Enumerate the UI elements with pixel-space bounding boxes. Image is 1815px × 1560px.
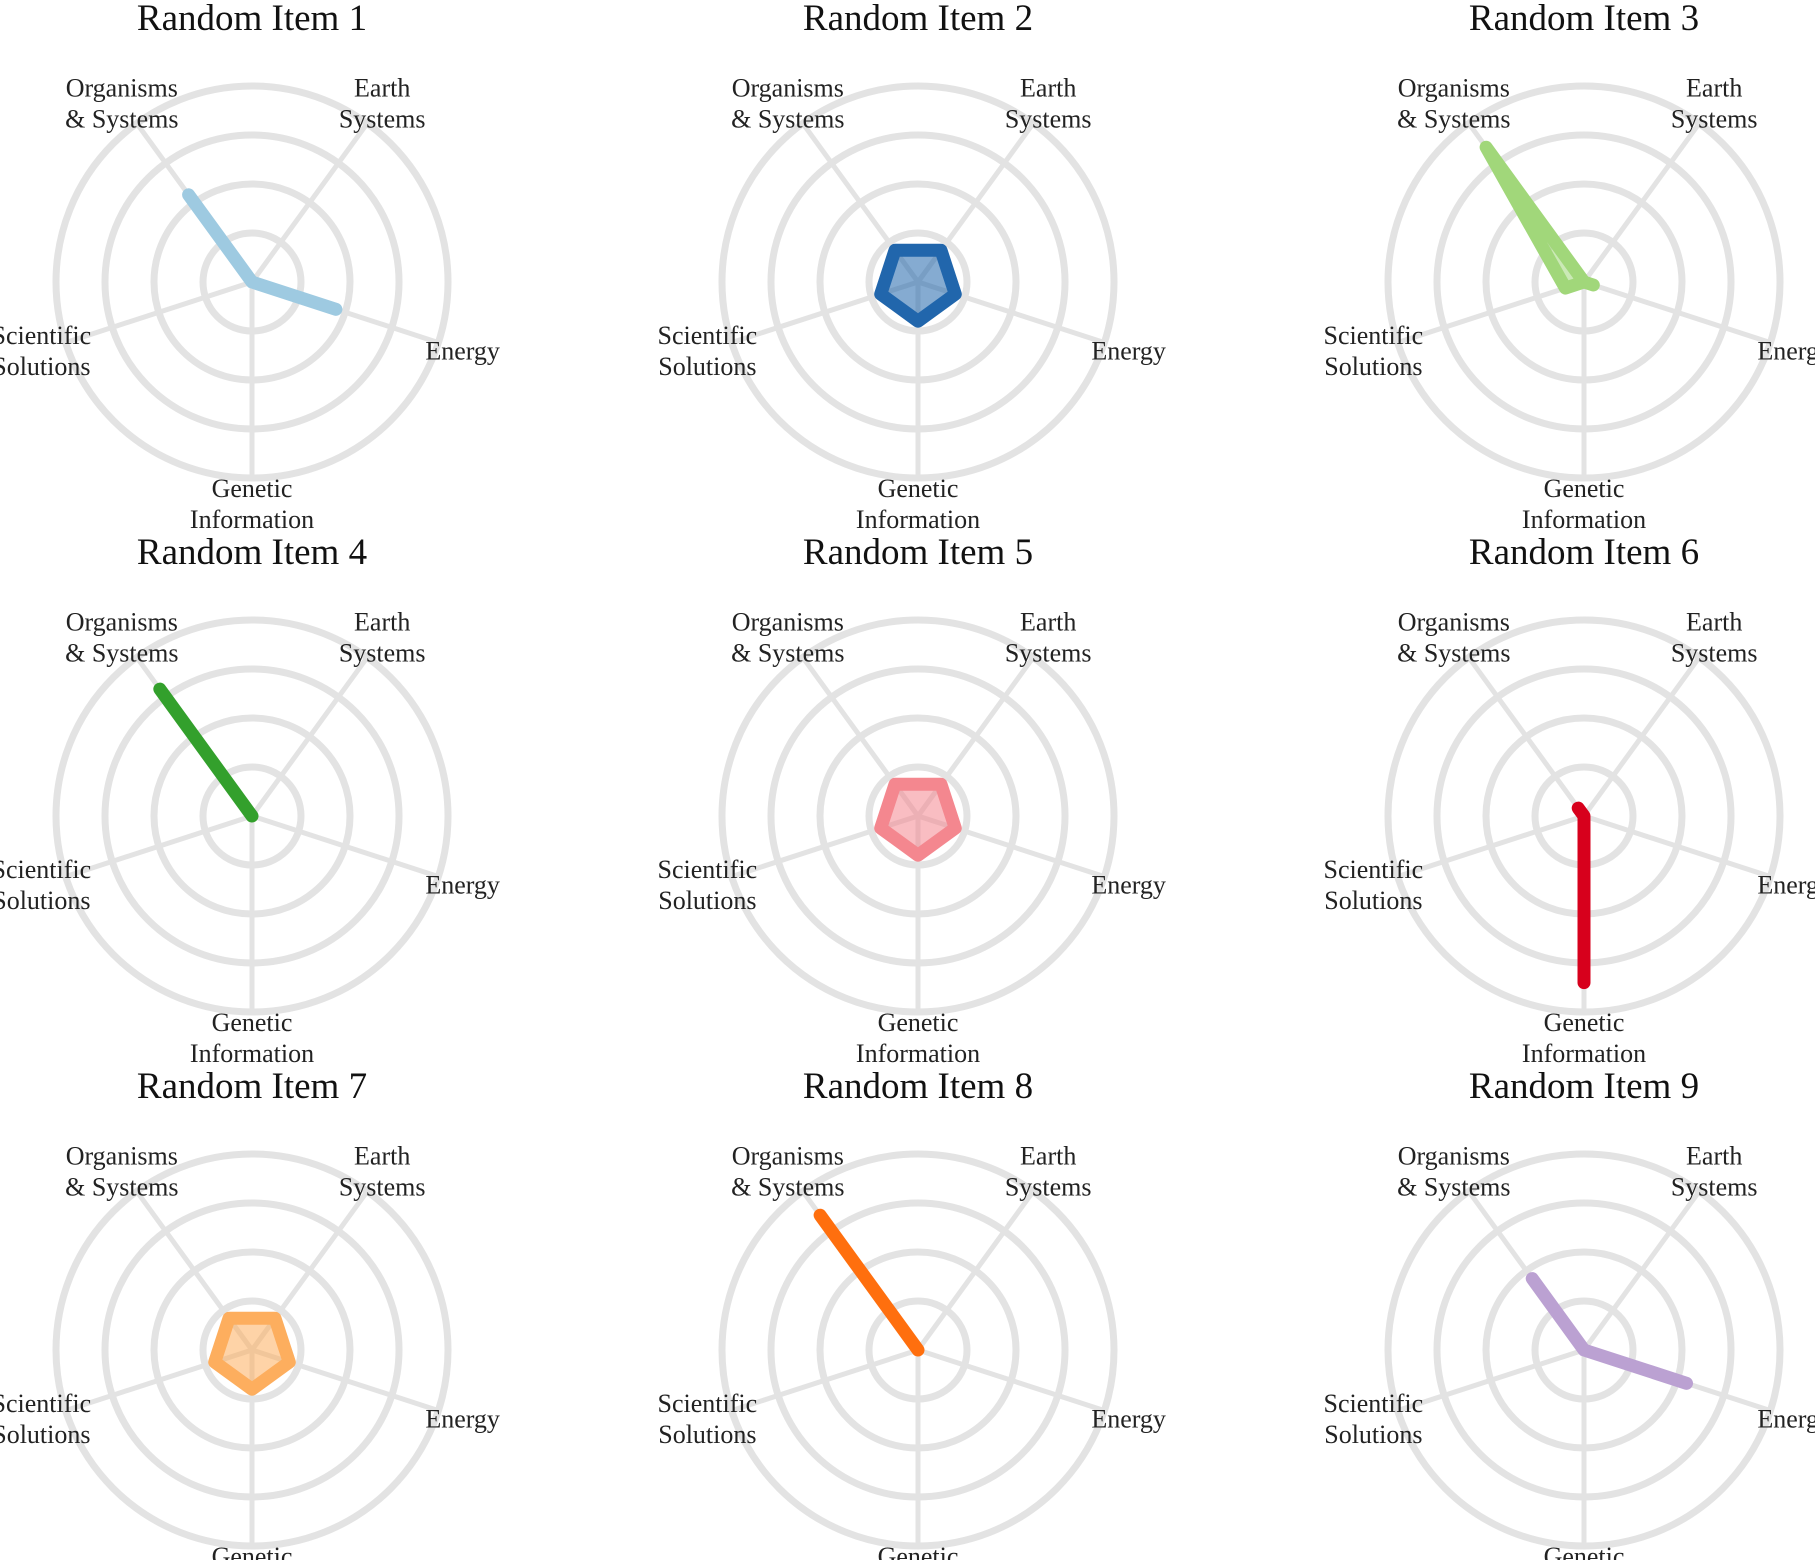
axis-label: Scientific Solutions — [658, 1389, 758, 1449]
series-polygon — [182, 188, 343, 316]
axis-label: Scientific Solutions — [658, 855, 758, 915]
axis-spoke — [1581, 813, 1773, 880]
chart-title: Random Item 8 — [803, 1066, 1033, 1107]
axis-spoke — [729, 1347, 921, 1414]
axis-spoke — [1581, 654, 1702, 819]
chart-title: Random Item 7 — [137, 1066, 367, 1107]
chart-title: Random Item 5 — [803, 532, 1033, 573]
axis-spoke — [1395, 813, 1587, 880]
axis-label: Organisms & Systems — [731, 73, 844, 133]
axis-spoke — [249, 120, 370, 285]
axis-label: Energy — [1757, 336, 1815, 365]
chart-title: Random Item 2 — [803, 0, 1033, 39]
series-polygon — [874, 777, 962, 862]
series-polygon — [153, 682, 259, 823]
axis-label: Energy — [1091, 336, 1166, 365]
series-polygon — [1479, 140, 1600, 295]
chart-title: Random Item 3 — [1469, 0, 1699, 39]
axis-label: Scientific Solutions — [0, 1389, 91, 1449]
axis-label: Energy — [425, 870, 500, 899]
axis-spoke — [63, 813, 255, 880]
axis-label: Scientific Solutions — [1324, 321, 1424, 381]
axis-label: Earth Systems — [339, 607, 426, 667]
axis-label: Organisms & Systems — [1397, 607, 1510, 667]
axis-label: Earth Systems — [1671, 1141, 1758, 1201]
axis-spoke — [1581, 120, 1702, 285]
chart-title: Random Item 1 — [137, 0, 367, 39]
series-polygon — [1571, 801, 1591, 990]
radar-chart-5: Random Item 5 Organisms & Systems Earth Syst… — [658, 532, 1166, 1068]
axis-label: Scientific Solutions — [1324, 855, 1424, 915]
axis-label: Scientific Solutions — [0, 855, 91, 915]
axis-label: Earth Systems — [1005, 1141, 1092, 1201]
radar-chart-1: Random Item 1 Organisms & Systems Earth Syst… — [0, 0, 500, 534]
axis-spoke — [915, 1347, 1107, 1414]
axis-label: Earth Systems — [339, 1141, 426, 1201]
axis-spoke — [63, 279, 255, 346]
axis-label: Organisms & Systems — [731, 1141, 844, 1201]
radar-chart-6: Random Item 6 Organisms & Systems Earth Syst… — [1324, 532, 1815, 1068]
axis-label: Organisms & Systems — [65, 73, 178, 133]
axis-spoke — [1466, 654, 1587, 819]
series-polygon — [813, 1208, 925, 1357]
series-polygon — [1525, 1272, 1693, 1390]
axis-label: Earth Systems — [1671, 607, 1758, 667]
axis-label: Scientific Solutions — [0, 321, 91, 381]
axis-spoke — [915, 1188, 1036, 1353]
chart-title: Random Item 4 — [137, 532, 367, 573]
axis-label: Earth Systems — [339, 73, 426, 133]
series-polygon — [874, 243, 962, 328]
radar-chart-3: Random Item 3 Organisms & Systems Earth Syst… — [1324, 0, 1815, 534]
axis-label: Earth Systems — [1005, 607, 1092, 667]
axis-label: Scientific Solutions — [1324, 1389, 1424, 1449]
radar-chart-2: Random Item 2 Organisms & Systems Earth Syst… — [658, 0, 1166, 534]
axis-label: Energy — [1757, 870, 1815, 899]
series-polygon — [208, 1311, 296, 1396]
axis-label: Organisms & Systems — [65, 607, 178, 667]
axis-label: Energy — [425, 1404, 500, 1433]
axis-label: Energy — [1091, 1404, 1166, 1433]
axis-label: Earth Systems — [1671, 73, 1758, 133]
axis-label: Energy — [1091, 870, 1166, 899]
axis-spoke — [1581, 279, 1773, 346]
radar-chart-7: Random Item 7 Organisms & Systems Earth Syst… — [0, 1066, 500, 1560]
chart-title: Random Item 6 — [1469, 532, 1699, 573]
axis-spoke — [249, 813, 441, 880]
axis-label: Earth Systems — [1005, 73, 1092, 133]
chart-title: Random Item 9 — [1469, 1066, 1699, 1107]
axis-spoke — [1395, 279, 1587, 346]
axis-label: Energy — [425, 336, 500, 365]
axis-label: Scientific Solutions — [658, 321, 758, 381]
radar-chart-8: Random Item 8 Organisms & Systems Earth Syst… — [658, 1066, 1166, 1560]
axis-spoke — [249, 654, 370, 819]
axis-label: Energy — [1757, 1404, 1815, 1433]
axis-label: Organisms & Systems — [1397, 1141, 1510, 1201]
radar-chart-9: Random Item 9 Organisms & Systems Earth Syst… — [1324, 1066, 1815, 1560]
axis-label: Organisms & Systems — [65, 1141, 178, 1201]
radar-chart-4: Random Item 4 Organisms & Systems Earth Syst… — [0, 532, 500, 1068]
axis-label: Organisms & Systems — [731, 607, 844, 667]
axis-spoke — [1395, 1347, 1587, 1414]
axis-spoke — [1581, 1188, 1702, 1353]
axis-label: Organisms & Systems — [1397, 73, 1510, 133]
